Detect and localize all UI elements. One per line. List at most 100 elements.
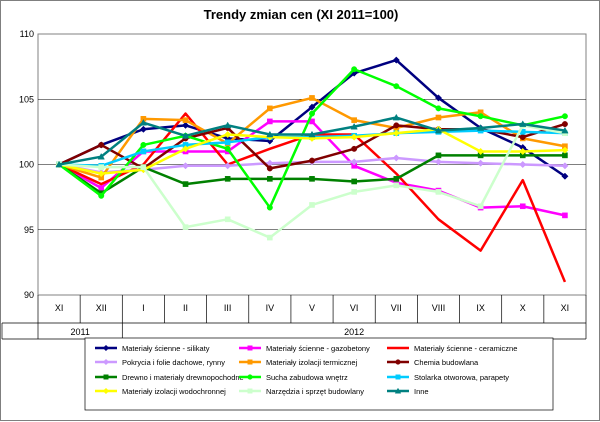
legend-label: Narzędzia i sprzęt budowlany xyxy=(266,387,364,396)
data-point xyxy=(140,148,147,155)
y-tick-label: 90 xyxy=(24,290,34,300)
data-point xyxy=(394,387,402,394)
data-point xyxy=(435,152,442,159)
data-point xyxy=(224,216,231,223)
data-point xyxy=(395,374,401,380)
data-point xyxy=(247,345,253,351)
data-point xyxy=(393,176,400,182)
data-point xyxy=(181,132,190,139)
data-point xyxy=(267,118,273,125)
data-point xyxy=(247,388,253,394)
x-tick-label: IX xyxy=(476,303,485,313)
data-point xyxy=(98,141,105,148)
legend-entry: Materiały ścienne - ceramiczne xyxy=(387,344,517,353)
data-point xyxy=(181,145,190,153)
data-point xyxy=(98,164,105,170)
data-point xyxy=(477,159,485,167)
data-point xyxy=(140,141,147,148)
data-point xyxy=(393,83,400,90)
x-tick-label: XII xyxy=(96,303,107,313)
x-tick-label: IV xyxy=(266,303,275,313)
data-point xyxy=(181,121,190,129)
data-point xyxy=(392,113,400,121)
x-tick-label: VI xyxy=(350,303,359,313)
series-layer xyxy=(55,56,569,283)
data-point xyxy=(435,189,442,195)
data-point xyxy=(350,133,358,141)
data-point xyxy=(519,134,526,141)
data-point xyxy=(477,113,484,120)
data-point xyxy=(519,147,527,156)
legend-label: Chemia budowlana xyxy=(414,358,479,367)
x-tick-label: XI xyxy=(55,303,64,313)
data-point xyxy=(182,224,189,230)
data-point xyxy=(140,164,147,170)
legend-entry: Chemia budowlana xyxy=(387,358,479,367)
data-point xyxy=(97,152,105,160)
data-point xyxy=(519,120,527,127)
legend-label: Inne xyxy=(414,387,429,396)
x-tick-label: III xyxy=(224,303,232,313)
data-point xyxy=(435,105,442,112)
legend-entry: Materiały izolacji termicznej xyxy=(239,358,358,367)
data-point xyxy=(477,147,485,156)
data-point xyxy=(434,94,443,102)
legend-label: Materiały izolacji termicznej xyxy=(266,358,358,367)
data-point xyxy=(395,359,401,365)
year-label: 2012 xyxy=(344,327,364,337)
data-point xyxy=(308,130,316,138)
y-tick-label: 100 xyxy=(19,160,34,170)
legend: Materiały ścienne - silikaty Materiały śc… xyxy=(84,337,554,411)
data-point xyxy=(182,117,189,123)
data-point xyxy=(224,145,231,152)
y-tick-label: 110 xyxy=(20,29,34,39)
data-point xyxy=(224,139,231,146)
legend-label: Materiały ścienne - silikaty xyxy=(122,344,210,353)
data-point xyxy=(351,145,358,152)
data-point xyxy=(519,203,526,210)
data-point xyxy=(224,121,232,129)
data-point xyxy=(182,181,189,187)
data-point xyxy=(98,185,105,191)
data-point xyxy=(561,126,569,134)
data-point xyxy=(224,176,231,182)
data-point xyxy=(477,203,484,210)
x-tick-label: I xyxy=(142,303,145,313)
data-point xyxy=(309,176,315,182)
legend-entry: Materiały izolacji wodochronnej xyxy=(95,387,226,396)
legend-entry: Materiały ścienne - silikaty xyxy=(95,344,210,353)
data-point xyxy=(55,160,63,168)
legend-entry: Narzędzia i sprzęt budowlany xyxy=(239,387,364,396)
legend-entry: Sucha zabudowa wnętrz xyxy=(239,373,348,382)
data-point xyxy=(267,105,273,112)
legend-label: Materiały ścienne - gazobetony xyxy=(266,344,370,353)
year-label: 2011 xyxy=(70,327,89,337)
data-point xyxy=(266,130,274,138)
data-point xyxy=(561,172,569,180)
legend-box xyxy=(84,337,554,411)
data-point xyxy=(247,359,253,365)
data-point xyxy=(350,158,358,166)
data-point xyxy=(266,165,273,172)
data-point xyxy=(393,122,400,129)
x-tick-label: V xyxy=(309,303,315,313)
chart-title: Trendy zmian cen (XI 2011=100) xyxy=(204,7,399,22)
data-point xyxy=(102,358,110,366)
x-tick-label: VII xyxy=(391,303,402,313)
y-tick-label: 95 xyxy=(24,225,34,235)
legend-entry: Stolarka otworowa, parapety xyxy=(387,373,509,382)
y-tick-label: 105 xyxy=(19,94,34,104)
data-point xyxy=(224,162,232,170)
data-point xyxy=(350,122,358,130)
legend-label: Pokrycia i folie dachowe, rynny xyxy=(122,358,225,367)
y-axis-ticks: 90 95 100 105 110 xyxy=(19,29,34,300)
legend-label: Sucha zabudowa wnętrz xyxy=(266,373,348,382)
data-point xyxy=(434,126,443,134)
data-point xyxy=(392,129,400,137)
series-11 xyxy=(55,113,569,168)
data-point xyxy=(393,182,400,189)
data-point xyxy=(103,374,109,380)
data-point xyxy=(309,110,315,117)
